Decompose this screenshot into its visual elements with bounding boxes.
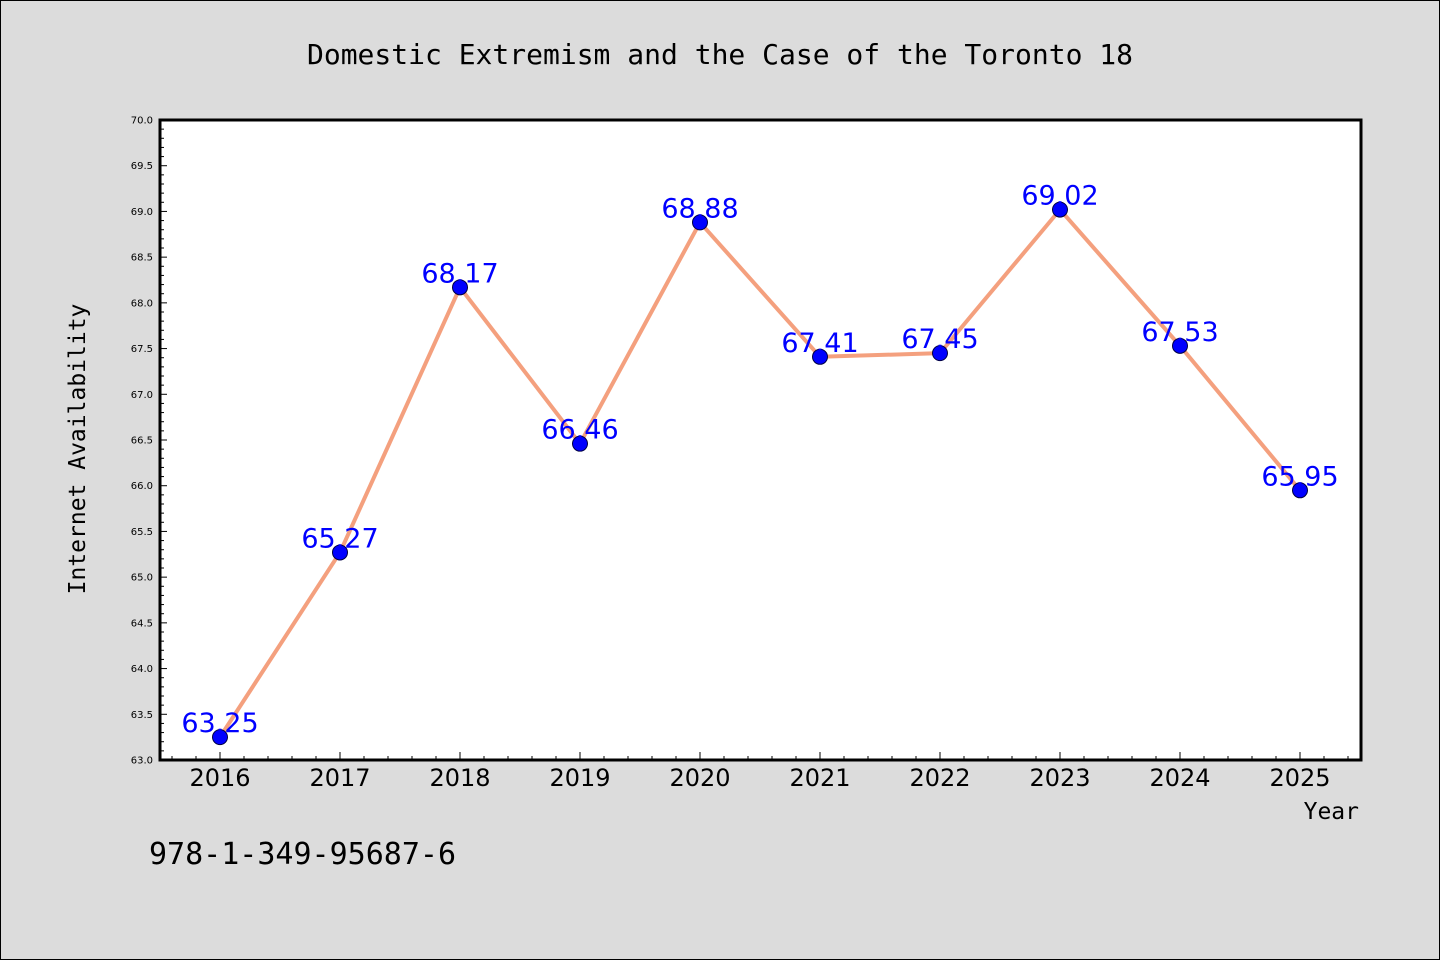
data-point-marker	[1052, 201, 1068, 218]
data-label: 68.88	[661, 193, 738, 224]
y-tick-label: 69.0	[131, 207, 153, 218]
y-tick-label: 66.0	[131, 481, 153, 492]
x-tick-label: 2019	[549, 764, 610, 792]
data-point-marker	[572, 435, 588, 452]
y-tick-label: 69.5	[131, 161, 153, 172]
y-tick-label: 68.0	[131, 298, 153, 309]
data-label: 67.53	[1141, 317, 1218, 348]
data-point-marker	[812, 348, 828, 365]
x-tick-label: 2021	[789, 764, 850, 792]
x-tick-label: 2020	[669, 764, 730, 792]
data-label: 69.02	[1021, 181, 1098, 212]
isbn-footnote: 978-1-349-95687-6	[149, 837, 456, 872]
data-label: 68.17	[421, 258, 498, 289]
data-label: 67.41	[781, 328, 858, 359]
y-tick-label: 70.0	[131, 116, 153, 127]
plot-area	[160, 120, 1361, 760]
y-tick-label: 66.5	[131, 436, 153, 447]
data-point-marker	[212, 729, 228, 746]
data-label: 67.45	[901, 324, 978, 355]
data-point-marker	[332, 544, 348, 561]
data-label: 66.46	[541, 415, 618, 446]
data-label: 63.25	[181, 708, 258, 739]
data-label: 65.95	[1261, 461, 1338, 492]
data-point-marker	[932, 345, 948, 362]
data-label: 65.27	[301, 523, 378, 554]
y-tick-label: 64.5	[131, 618, 153, 629]
data-point-marker	[452, 279, 468, 296]
y-tick-label: 63.5	[131, 710, 153, 721]
series-line-group: 63.25 65.27 68.17 66.46 68.88 67.41 67.45 69.02…	[181, 181, 1339, 746]
y-tick-label: 65.5	[131, 527, 153, 538]
y-tick-label: 67.5	[131, 344, 153, 355]
x-tick-label: 2025	[1269, 764, 1330, 792]
x-tick-label: 2023	[1029, 764, 1090, 792]
y-axis-label: Internet Availability	[65, 304, 91, 595]
x-axis-label: Year	[1304, 799, 1359, 825]
data-point-marker	[1172, 337, 1188, 354]
y-tick-label: 63.0	[131, 756, 153, 767]
y-tick-label: 64.0	[131, 664, 153, 675]
x-tick-label: 2024	[1149, 764, 1210, 792]
y-tick-label: 67.0	[131, 390, 153, 401]
x-tick-label: 2016	[189, 764, 250, 792]
y-tick-label: 65.0	[131, 573, 153, 584]
x-axis: 2016 2017 2018 2019 2020 2021 2022 2023 2024 2025	[171, 752, 1349, 792]
series-line	[218, 207, 1302, 740]
chart-title: Domestic Extremism and the Case of the T…	[307, 38, 1133, 71]
data-point-marker	[692, 214, 708, 231]
x-tick-label: 2022	[909, 764, 970, 792]
plot-frame	[158, 118, 1363, 762]
x-tick-label: 2018	[429, 764, 490, 792]
data-point-marker	[1292, 482, 1308, 499]
y-tick-label: 68.5	[131, 253, 153, 264]
x-tick-label: 2017	[309, 764, 370, 792]
